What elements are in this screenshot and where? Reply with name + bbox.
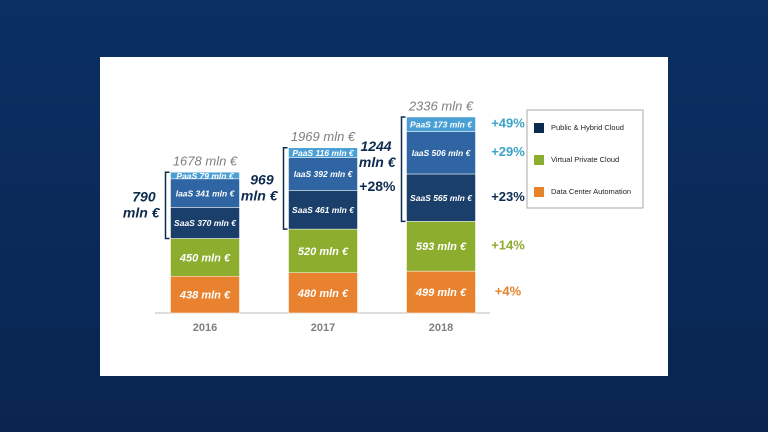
label-line: 969: [250, 171, 277, 187]
legend-label: Data Center Automation: [551, 187, 631, 196]
bar-segment: [406, 173, 476, 222]
cloud-total-label: 969 mln €: [241, 171, 279, 203]
total-label: 1969 mln €: [291, 129, 356, 144]
label-line: 1244: [360, 138, 395, 154]
segment-label: PaaS 116 mln €: [292, 148, 355, 158]
segment-label: IaaS 506 mln €: [412, 148, 472, 158]
legend-box: [526, 109, 644, 209]
legend-swatch: [534, 155, 544, 165]
segment-label: SaaS 565 mln €: [410, 193, 473, 203]
growth-label: +23%: [491, 189, 525, 204]
bracket: [164, 171, 170, 240]
bar-segment: [170, 178, 240, 208]
segment-label: IaaS 392 mln €: [294, 169, 354, 179]
bar-segment: [288, 190, 358, 230]
bar-segment: [406, 221, 476, 272]
x-tick-label: 2017: [311, 322, 335, 334]
segment-label: PaaS 173 mln €: [410, 120, 473, 130]
segment-label: 450 mln €: [179, 252, 231, 264]
bar-segment: [406, 116, 476, 132]
bar-segment: [406, 131, 476, 175]
label-line: mln €: [123, 204, 161, 220]
cloud-total-label: 790 mln €: [123, 188, 161, 220]
total-label: 2336 mln €: [408, 98, 474, 113]
x-tick-label: 2018: [429, 322, 453, 334]
bar-segment: [170, 207, 240, 239]
segment-label: PaaS 79 mln €: [176, 171, 234, 181]
bar-segment: [288, 147, 358, 158]
cloud-total-label: 1244 mln €: [359, 138, 397, 170]
segment-label: 438 mln €: [179, 290, 231, 302]
cloud-growth-label: +28%: [359, 178, 396, 194]
bar-segment: [170, 276, 240, 314]
segment-label: 520 mln €: [298, 246, 349, 258]
total-label: 1678 mln €: [173, 154, 238, 169]
growth-label: +4%: [495, 284, 522, 299]
legend-label: Public & Hybrid Cloud: [551, 123, 624, 132]
label-line: mln €: [241, 187, 279, 203]
segment-label: SaaS 461 mln €: [292, 205, 355, 215]
legend-label: Virtual Private Cloud: [551, 155, 619, 164]
growth-label: +29%: [491, 144, 525, 159]
legend-swatch: [534, 187, 544, 197]
segment-label: SaaS 370 mln €: [174, 218, 237, 228]
bar-segment: [288, 228, 358, 273]
x-tick-label: 2016: [193, 322, 217, 334]
bar-segment: [170, 238, 240, 277]
segment-label: 593 mln €: [416, 241, 467, 253]
bar-segment: [288, 157, 358, 191]
bar-segment: [406, 270, 476, 314]
bracket: [400, 116, 406, 223]
bar-segment: [170, 171, 240, 180]
segment-label: 499 mln €: [415, 287, 467, 299]
segment-label: 480 mln €: [297, 288, 349, 300]
growth-label: +49%: [491, 116, 525, 131]
growth-label: +14%: [491, 238, 525, 253]
segment-label: IaaS 341 mln €: [176, 188, 236, 198]
legend-swatch: [534, 123, 544, 133]
label-line: 790: [132, 188, 159, 204]
label-line: mln €: [359, 154, 397, 170]
bar-segment: [288, 272, 358, 314]
bracket: [282, 147, 288, 230]
